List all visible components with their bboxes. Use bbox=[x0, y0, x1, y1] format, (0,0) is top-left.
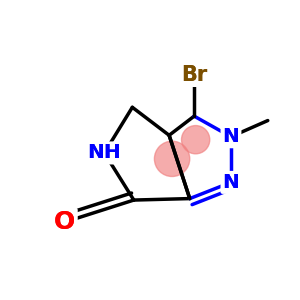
Text: NH: NH bbox=[88, 143, 121, 162]
Text: N: N bbox=[223, 173, 239, 192]
Text: Br: Br bbox=[181, 65, 207, 85]
Text: Br: Br bbox=[181, 65, 207, 85]
Text: N: N bbox=[223, 173, 239, 192]
Circle shape bbox=[154, 141, 190, 176]
Text: NH: NH bbox=[88, 143, 121, 162]
Text: N: N bbox=[223, 127, 239, 146]
Text: N: N bbox=[223, 127, 239, 146]
Text: N: N bbox=[223, 127, 239, 146]
Text: O: O bbox=[54, 210, 75, 234]
Circle shape bbox=[182, 126, 210, 154]
Text: N: N bbox=[223, 173, 239, 192]
Text: O: O bbox=[54, 210, 75, 234]
Text: Br: Br bbox=[181, 65, 207, 85]
Text: O: O bbox=[54, 210, 75, 234]
Text: NH: NH bbox=[88, 143, 121, 162]
